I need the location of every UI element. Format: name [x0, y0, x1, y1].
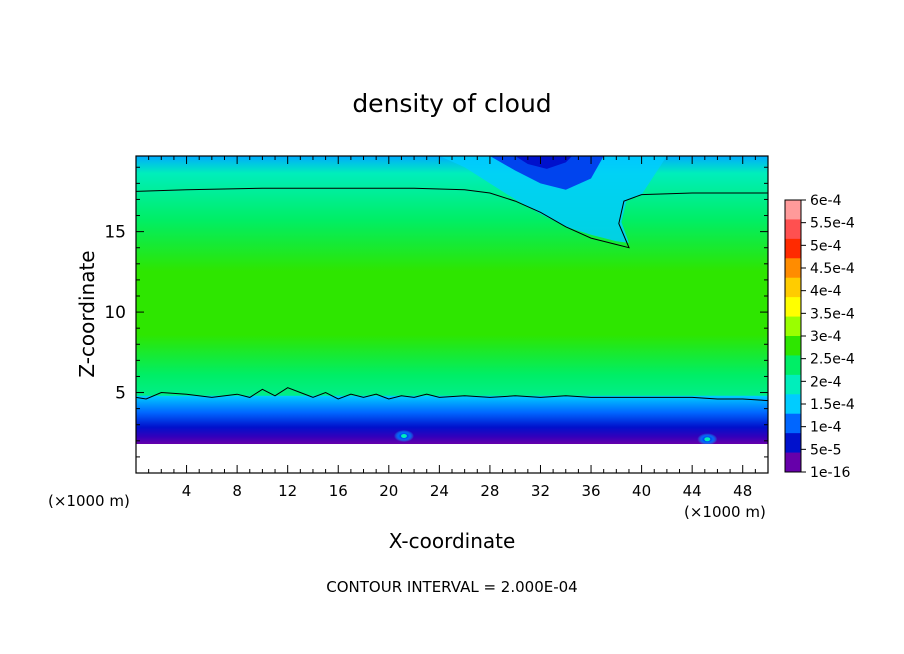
colorbar-segment — [785, 413, 801, 434]
x-axis-ticks: 4 8 12 16 20 24 28 32 36 40 44 48 — [148, 156, 756, 500]
contour-line-1 — [135, 187, 768, 249]
y-tick-label: 15 — [104, 223, 126, 243]
colorbar-segment — [785, 297, 801, 318]
surface-cell-center-2 — [704, 437, 711, 442]
chart-title: density of cloud — [352, 89, 551, 118]
colorbar-segment — [785, 200, 801, 220]
colorbar-segment — [785, 238, 801, 259]
x-tick-label: 16 — [329, 482, 348, 500]
colorbar-label: 2e-4 — [810, 374, 842, 390]
colorbar-segment — [785, 336, 801, 356]
colorbar-label: 5e-4 — [810, 238, 842, 254]
colorbar-segment — [785, 219, 801, 240]
colorbar: 6e-4 5.5e-4 5e-4 4.5e-4 4e-4 3.5e-4 3e-4 2.5e-4… — [784, 193, 855, 481]
x-tick-label: 36 — [581, 482, 600, 500]
x-tick-label: 48 — [733, 482, 752, 500]
contour-interval-note: CONTOUR INTERVAL = 2.000E-04 — [326, 578, 577, 596]
colorbar-label: 1e-4 — [810, 420, 842, 436]
upper-intrusion-center — [515, 156, 573, 169]
lower-boundary-layer — [136, 395, 768, 445]
y-axis-ticks: 5 10 15 — [104, 166, 768, 458]
clear-air-region — [136, 444, 768, 473]
colorbar-segment — [785, 374, 801, 395]
colorbar-label: 6e-4 — [810, 193, 842, 209]
y-axis-label: Z-coordinate — [75, 250, 99, 377]
upper-intrusion-core — [489, 156, 604, 190]
surface-cell-center-1 — [400, 433, 407, 438]
x-tick-label: 28 — [480, 482, 499, 500]
colorbar-segment — [785, 394, 801, 415]
plot-area — [135, 155, 769, 474]
x-tick-label: 8 — [232, 482, 242, 500]
x-tick-label: 40 — [632, 482, 651, 500]
colorbar-segment — [785, 452, 801, 473]
colorbar-label: 4.5e-4 — [810, 261, 855, 277]
x-axis-label: X-coordinate — [389, 529, 516, 553]
colorbar-label: 4e-4 — [810, 284, 842, 300]
x-unit-label-left: (×1000 m) — [48, 492, 130, 510]
colorbar-label: 3e-4 — [810, 329, 842, 345]
colorbar-label: 1e-16 — [810, 465, 850, 481]
y-tick-label: 5 — [115, 384, 126, 404]
x-tick-label: 32 — [531, 482, 550, 500]
x-tick-label: 20 — [379, 482, 398, 500]
colorbar-segment — [785, 258, 801, 279]
colorbar-label: 5.5e-4 — [810, 216, 855, 232]
colorbar-label: 2.5e-4 — [810, 352, 855, 368]
contour-line-2 — [135, 387, 769, 402]
colorbar-segment — [785, 355, 801, 376]
colorbar-label: 1.5e-4 — [810, 397, 855, 413]
upper-intrusion-region — [439, 156, 667, 243]
x-tick-label: 12 — [278, 482, 297, 500]
colorbar-label: 3.5e-4 — [810, 306, 855, 322]
x-tick-label: 24 — [430, 482, 449, 500]
colorbar-label: 5e-5 — [810, 442, 841, 458]
x-tick-label: 44 — [683, 482, 702, 500]
x-unit-label-right: (×1000 m) — [684, 503, 766, 521]
colorbar-segment — [785, 316, 801, 337]
y-tick-label: 10 — [104, 303, 126, 323]
colorbar-segment — [785, 433, 801, 454]
x-tick-label: 4 — [182, 482, 192, 500]
colorbar-segment — [785, 277, 801, 298]
